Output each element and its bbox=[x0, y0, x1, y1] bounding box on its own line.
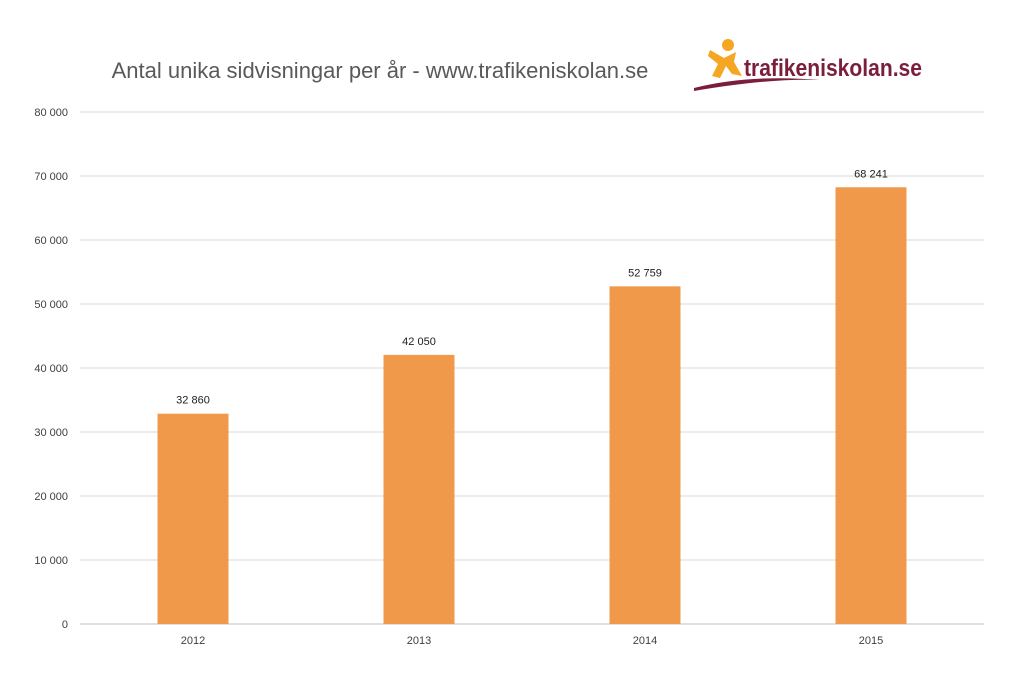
bars: 32 860 42 050 52 759 68 241 bbox=[157, 168, 907, 624]
y-tick-label: 60 000 bbox=[34, 235, 68, 247]
y-tick-label: 40 000 bbox=[34, 363, 68, 375]
logo-text: trafikeniskolan.se bbox=[744, 55, 922, 82]
logo-figure-icon bbox=[708, 39, 742, 78]
y-tick-label: 50 000 bbox=[34, 299, 68, 311]
bar-2014 bbox=[609, 286, 681, 624]
y-axis: 0 10 000 20 000 30 000 40 000 50 000 60 000 70 … bbox=[34, 107, 68, 631]
y-tick-label: 0 bbox=[62, 619, 68, 631]
logo-swoosh-icon bbox=[694, 78, 820, 91]
x-tick-label: 2012 bbox=[181, 635, 205, 647]
y-tick-label: 10 000 bbox=[34, 555, 68, 567]
chart-title: Antal unika sidvisningar per år - www.tr… bbox=[111, 58, 649, 83]
x-tick-label: 2015 bbox=[859, 635, 883, 647]
gridlines bbox=[80, 111, 984, 625]
y-tick-label: 30 000 bbox=[34, 427, 68, 439]
bar-2012 bbox=[157, 413, 229, 624]
x-axis: 2012 2013 2014 2015 bbox=[181, 635, 883, 647]
y-tick-label: 80 000 bbox=[34, 107, 68, 119]
data-label: 32 860 bbox=[176, 395, 210, 407]
data-label: 42 050 bbox=[402, 336, 436, 348]
y-tick-label: 70 000 bbox=[34, 171, 68, 183]
logo: trafikeniskolan.se bbox=[694, 39, 922, 91]
bar-2013 bbox=[383, 354, 455, 624]
data-label: 52 759 bbox=[628, 267, 662, 279]
data-label: 68 241 bbox=[854, 168, 888, 180]
y-tick-label: 20 000 bbox=[34, 491, 68, 503]
bar-2015 bbox=[835, 187, 907, 624]
x-tick-label: 2014 bbox=[633, 635, 657, 647]
x-tick-label: 2013 bbox=[407, 635, 431, 647]
